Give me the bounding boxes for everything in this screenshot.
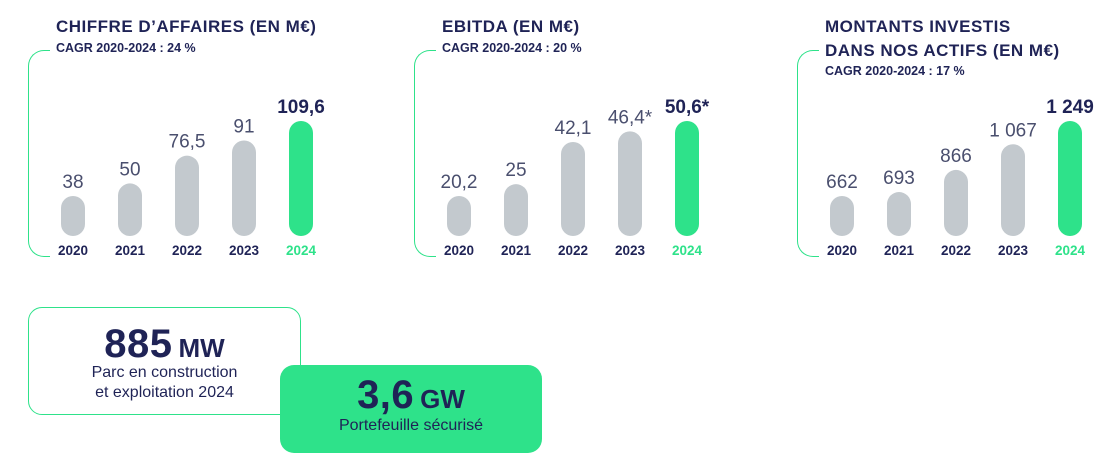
chart-cagr: CAGR 2020-2024 : 24 % — [56, 41, 196, 55]
chart-title-line-1: MONTANTS INVESTIS — [825, 17, 1011, 36]
bar-value-label-2021: 25 — [505, 160, 526, 181]
bar-value-label-2022: 866 — [940, 146, 972, 167]
bar-value-label-2022: 42,1 — [555, 118, 592, 139]
x-tick-label-2023: 2023 — [229, 243, 260, 258]
x-tick-label-2021: 2021 — [115, 243, 146, 258]
bar-2021 — [504, 184, 528, 236]
x-tick-label-2022: 2022 — [172, 243, 202, 258]
kpi-portefeuille-caption: Portefeuille sécurisé — [338, 417, 484, 434]
chart-cagr: CAGR 2020-2024 : 17 % — [825, 64, 965, 78]
bar-2024 — [1058, 121, 1082, 236]
bar-value-label-2024: 50,6* — [665, 97, 710, 118]
bar-value-label-2022: 76,5 — [169, 132, 206, 153]
kpi-portefeuille-value: 3,6 — [357, 373, 415, 417]
bar-2023 — [232, 140, 256, 236]
kpi-parc-caption-line-2: et exploitation 2024 — [95, 384, 234, 401]
chart-cagr: CAGR 2020-2024 : 20 % — [442, 41, 582, 55]
kpi-parc-caption-line-1: Parc en construction — [91, 364, 238, 381]
x-tick-label-2023: 2023 — [615, 243, 646, 258]
bar-value-label-2023: 46,4* — [608, 107, 653, 128]
chart-title: CHIFFRE D’AFFAIRES (EN M€) — [56, 17, 317, 36]
x-tick-label-2023: 2023 — [998, 243, 1029, 258]
bar-2023 — [1001, 144, 1025, 236]
chart-revenue-plot: 38 2020 50 2021 76,5 2022 91 2023 109,6 2024 — [58, 97, 325, 258]
x-tick-label-2020: 2020 — [58, 243, 88, 258]
x-tick-label-2022: 2022 — [558, 243, 588, 258]
bar-value-label-2020: 20,2 — [441, 172, 478, 193]
bar-2020 — [61, 196, 85, 236]
bar-2020 — [447, 196, 471, 236]
bar-2022 — [944, 169, 968, 236]
bar-2022 — [561, 141, 585, 236]
kpi-parc-card: 885 MW Parc en construction et exploitati… — [28, 307, 301, 415]
bar-value-label-2020: 662 — [826, 172, 858, 193]
bar-2023 — [618, 131, 642, 236]
x-tick-label-2021: 2021 — [884, 243, 915, 258]
bar-value-label-2023: 1 067 — [989, 120, 1037, 141]
chart-investments-plot: 662 2020 693 2021 866 2022 1 067 2023 1 249 2024 — [826, 97, 1094, 258]
bar-2022 — [175, 155, 199, 236]
chart-revenue: CHIFFRE D’AFFAIRES (EN M€) CAGR 2020-202… — [28, 0, 348, 270]
chart-title-line-2: DANS NOS ACTIFS (EN M€) — [825, 41, 1060, 60]
chart-ebitda-plot: 20,2 2020 25 2021 42,1 2022 46,4* 2023 50,6* 2024 — [441, 97, 710, 258]
bar-value-label-2024: 109,6 — [277, 97, 325, 118]
bar-2024 — [675, 121, 699, 236]
bar-value-label-2021: 50 — [119, 159, 140, 180]
bar-2021 — [118, 183, 142, 236]
x-tick-label-2024: 2024 — [1055, 243, 1086, 258]
chart-ebitda: EBITDA (EN M€) CAGR 2020-2024 : 20 % 20,… — [414, 0, 734, 270]
kpi-portefeuille-card: 3,6 GW Portefeuille sécurisé — [280, 365, 542, 453]
chart-title: EBITDA (EN M€) — [442, 17, 580, 36]
bar-value-label-2021: 693 — [883, 168, 915, 189]
x-tick-label-2020: 2020 — [827, 243, 857, 258]
bar-value-label-2020: 38 — [62, 172, 83, 193]
bar-value-label-2024: 1 249 — [1046, 97, 1094, 118]
bar-2020 — [830, 196, 854, 236]
bar-2021 — [887, 192, 911, 236]
x-tick-label-2020: 2020 — [444, 243, 474, 258]
kpi-parc-value: 885 — [104, 322, 173, 366]
chart-investments: MONTANTS INVESTIS DANS NOS ACTIFS (EN M€… — [797, 0, 1107, 270]
x-tick-label-2024: 2024 — [672, 243, 703, 258]
bar-2024 — [289, 121, 313, 236]
kpi-portefeuille-unit: GW — [420, 384, 465, 414]
bar-value-label-2023: 91 — [233, 116, 254, 137]
x-tick-label-2024: 2024 — [286, 243, 317, 258]
kpi-parc-unit: MW — [178, 333, 225, 363]
x-tick-label-2022: 2022 — [941, 243, 971, 258]
x-tick-label-2021: 2021 — [501, 243, 532, 258]
